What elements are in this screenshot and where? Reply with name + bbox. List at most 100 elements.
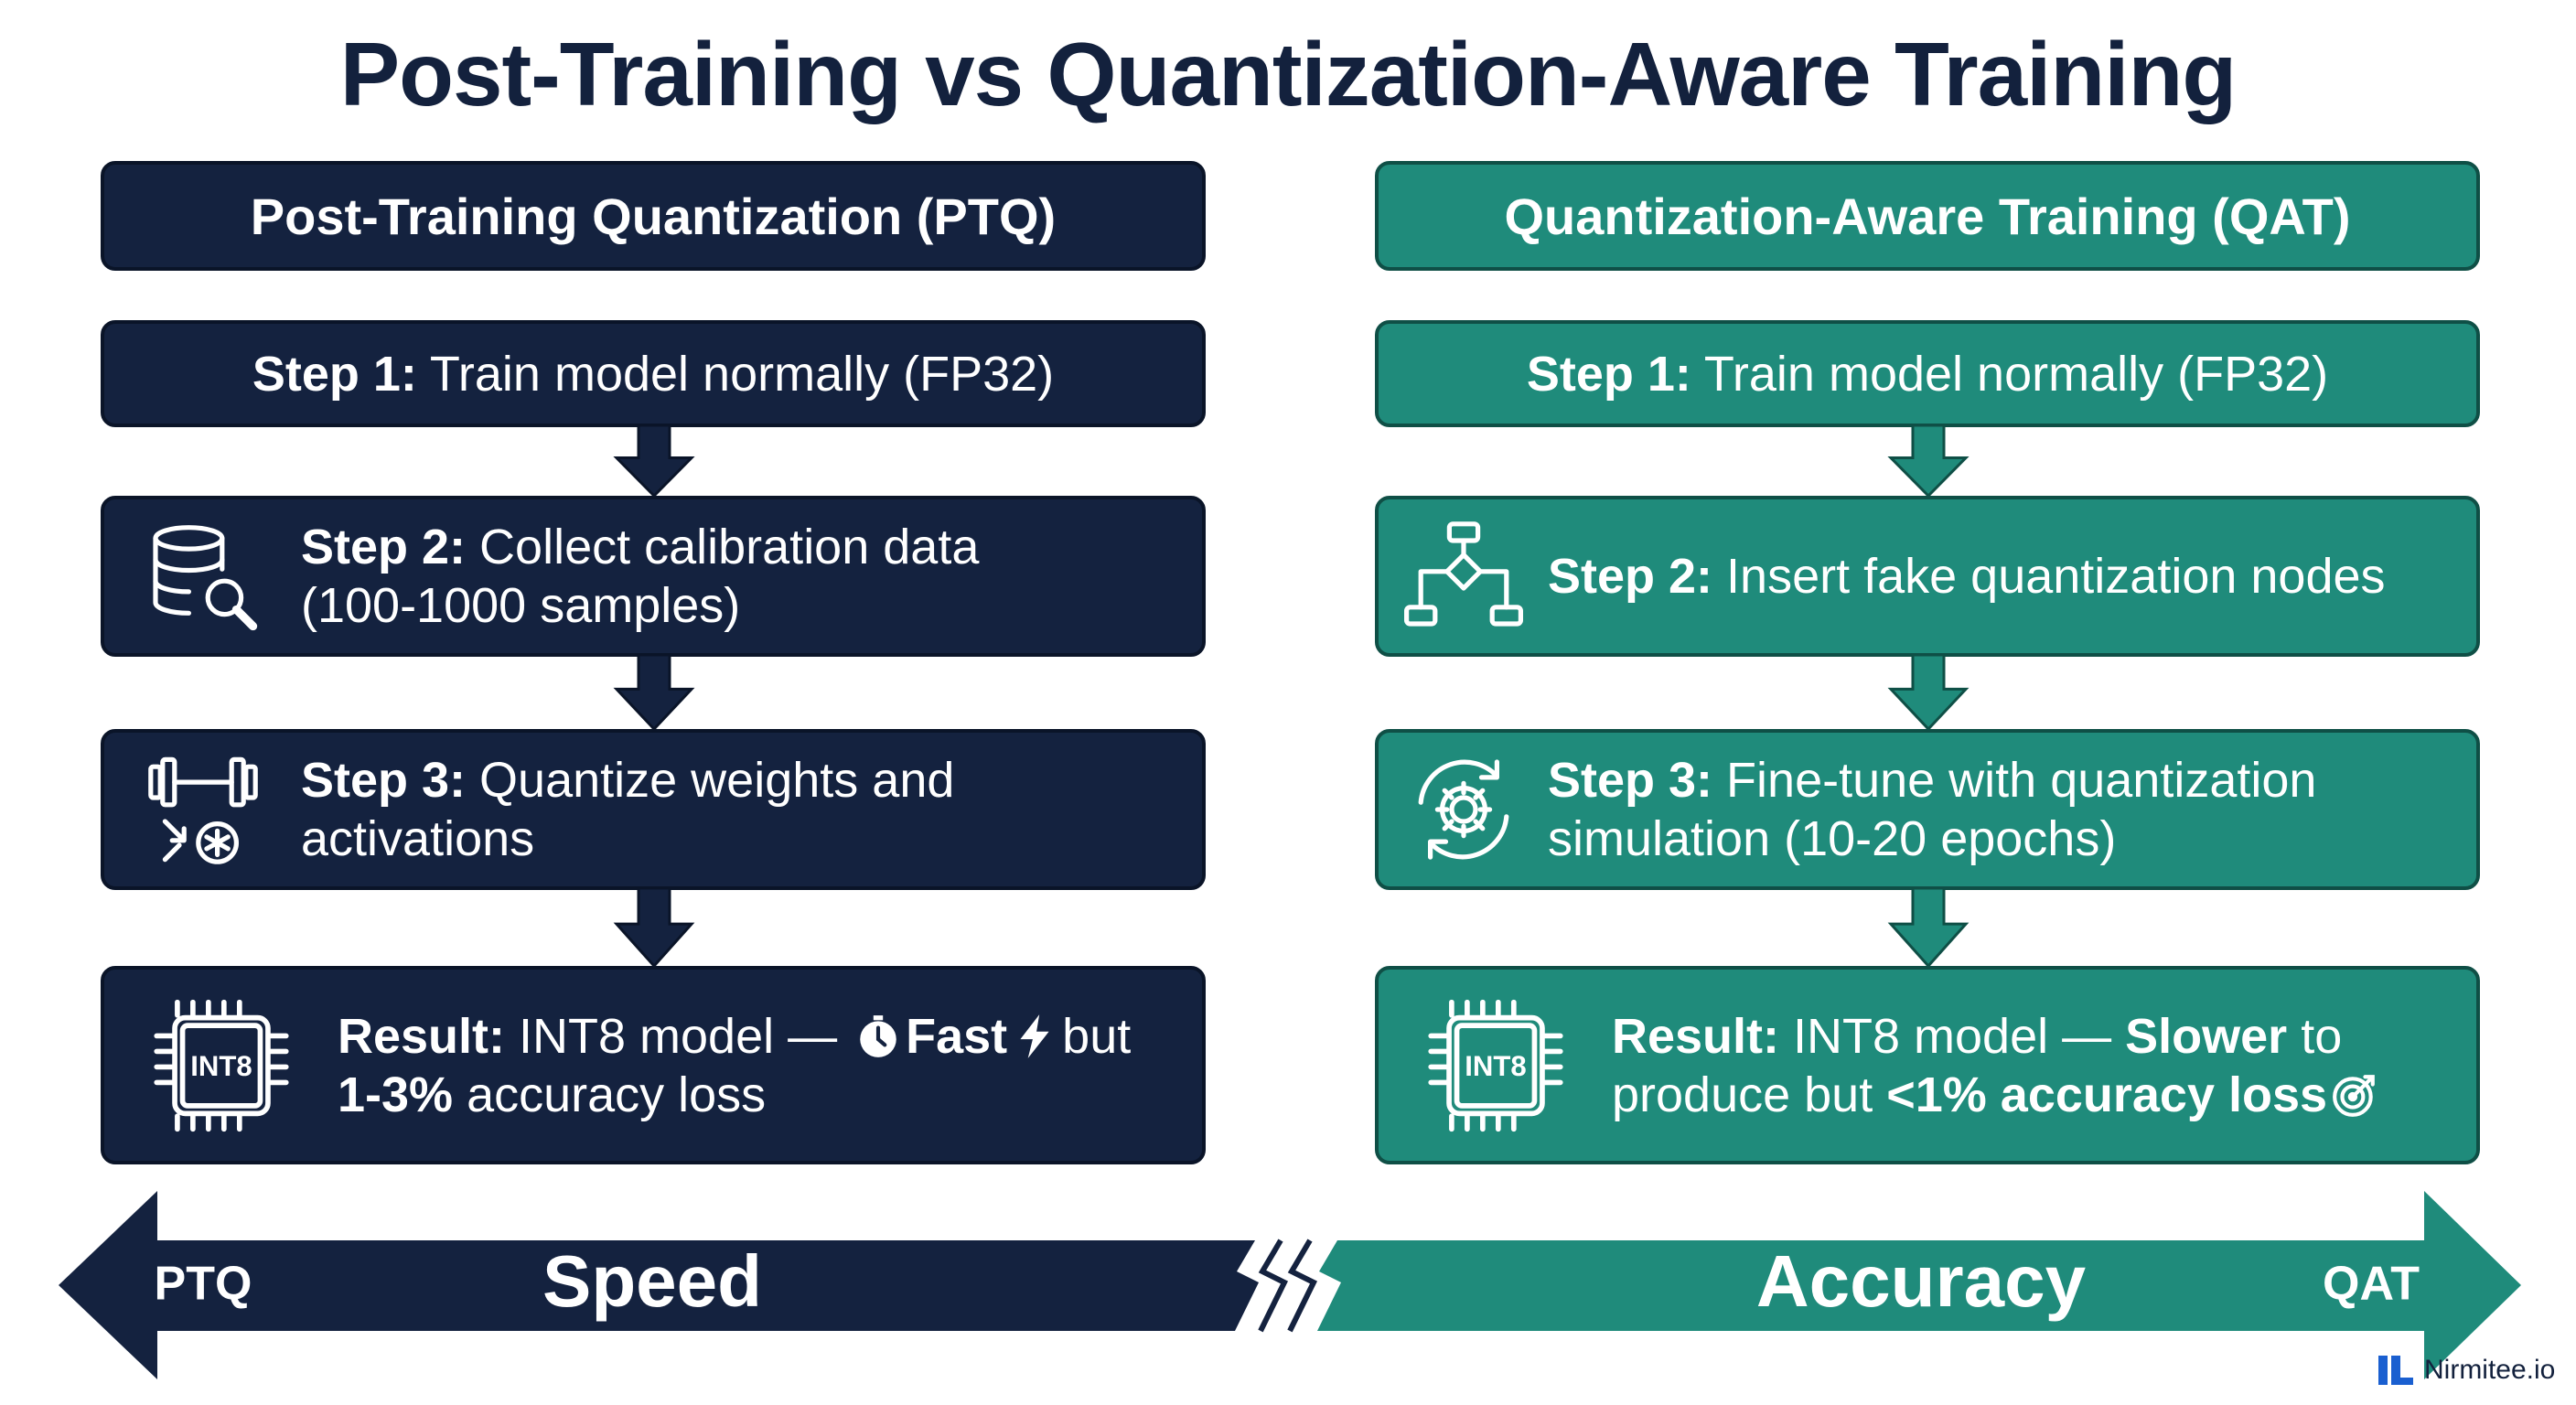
text-segment: (100-1000 samples) xyxy=(301,578,741,633)
step-text: Step 2: Collect calibration data (100-100… xyxy=(301,518,979,635)
flow-arrow xyxy=(613,425,695,498)
weights-icon xyxy=(147,756,258,864)
text-segment: Slower xyxy=(2125,1008,2288,1064)
text-segment: Step 2: xyxy=(301,520,467,574)
accuracy-label: Accuracy xyxy=(1756,1240,2087,1322)
text-segment: INT8 model — xyxy=(505,1008,852,1064)
weights-icon-part xyxy=(203,828,231,857)
database-icon-part xyxy=(152,535,191,616)
text-line: Step 2: Collect calibration data xyxy=(301,518,979,576)
flow-arrow xyxy=(613,888,695,968)
text-segment: Step 1: xyxy=(252,346,417,402)
stopwatch-icon-part xyxy=(873,1014,884,1020)
weights-icon-part xyxy=(147,764,163,800)
flow-arrow-part xyxy=(613,888,695,968)
inline-icon xyxy=(854,1013,902,1060)
text-segment: Step 1: xyxy=(1526,346,1691,402)
flow-icon-part xyxy=(1403,521,1523,627)
flow-arrow-part xyxy=(613,425,695,498)
step-text: Step 2: Insert fake quantization nodes xyxy=(1548,547,2386,606)
weights-icon-part xyxy=(162,842,182,863)
step-text: Step 1: Train model normally (FP32) xyxy=(1379,345,2476,403)
flow-arrow-part xyxy=(1887,425,1970,498)
break-mark xyxy=(1287,1239,1318,1333)
database-icon xyxy=(152,525,257,631)
text-segment: Fine-tune with quantization xyxy=(1712,753,2317,808)
chip-label: INT8 xyxy=(190,1050,252,1082)
text-segment: to xyxy=(2287,1008,2343,1064)
chip-icon: INT8 xyxy=(1427,999,1563,1132)
flow-icon-part xyxy=(1489,605,1523,627)
speed-label: Speed xyxy=(542,1240,762,1322)
icon-slot xyxy=(104,750,301,869)
logo-mark xyxy=(2378,1356,2413,1385)
icon-slot: INT8 xyxy=(1379,997,1612,1134)
cycle-icon-part xyxy=(1427,839,1448,860)
flow-icon-part xyxy=(1418,569,1508,610)
qat-label: QAT xyxy=(2323,1258,2420,1311)
text-line: Step 3: Fine-tune with quantization xyxy=(1548,751,2316,810)
title: Post-Training vs Quantization-Aware Trai… xyxy=(339,24,2237,124)
text-segment: Step 3: xyxy=(301,753,467,808)
chip-icon-part xyxy=(1454,1022,1537,1109)
stopwatch-icon-part xyxy=(876,1025,887,1046)
text-segment: Train model normally (FP32) xyxy=(1690,346,2329,402)
text-segment: Train model normally (FP32) xyxy=(416,346,1055,402)
cycle-icon-part xyxy=(1418,759,1499,805)
cycle-icon-part xyxy=(1439,786,1487,833)
target-icon-part xyxy=(2333,1076,2373,1117)
text-line: produce but <1% accuracy loss xyxy=(1612,1066,2382,1124)
flow-icon-part xyxy=(1403,605,1437,627)
weights-icon-part xyxy=(195,821,239,864)
step-text: Step 3: Fine-tune with quantization simul… xyxy=(1548,751,2316,868)
database-icon-part xyxy=(205,578,243,617)
cycle-icon-part xyxy=(1478,759,1499,780)
chip-icon-part xyxy=(171,1014,271,1116)
step-box: Step 3: Fine-tune with quantization simul… xyxy=(1375,729,2480,890)
text-line: simulation (10-20 epochs) xyxy=(1548,810,2316,868)
bolt-icon-part xyxy=(1020,1014,1049,1058)
weights-icon-part xyxy=(242,764,258,800)
step-box: Step 2: Collect calibration data (100-100… xyxy=(101,496,1206,657)
weights-icon-part xyxy=(162,819,187,843)
chip-label: INT8 xyxy=(1465,1050,1526,1082)
target-icon-part xyxy=(2340,1084,2366,1110)
text-segment: Quantize weights and xyxy=(466,753,955,808)
logo-shape xyxy=(2378,1356,2388,1385)
text-segment: Fast xyxy=(906,1008,1008,1064)
result-box: INT8 Result: INT8 model — Fast but 1-3% acc… xyxy=(101,966,1206,1164)
flow-arrow xyxy=(613,655,695,731)
break-mark xyxy=(1258,1239,1289,1333)
logo-shape xyxy=(2391,1378,2413,1385)
chip-icon-part xyxy=(179,1022,263,1109)
text-segment: INT8 model — xyxy=(1779,1008,2126,1064)
text-segment: Result: xyxy=(1612,1008,1780,1064)
database-icon-part xyxy=(152,557,224,574)
database-icon-part xyxy=(152,578,191,595)
chip-icon: INT8 xyxy=(153,999,289,1132)
chip-icon-part xyxy=(1427,999,1563,1132)
text-line: Step 1: Train model normally (FP32) xyxy=(104,345,1202,403)
column-header: Post-Training Quantization (PTQ) xyxy=(101,161,1206,271)
text-segment: activations xyxy=(301,811,535,866)
flow-icon xyxy=(1403,521,1523,627)
text-line: (100-1000 samples) xyxy=(301,576,979,635)
text-segment: but xyxy=(1062,1008,1132,1064)
step-text: Step 3: Quantize weights and activations xyxy=(301,751,954,868)
inline-icon xyxy=(2331,1071,2378,1119)
inline-icon xyxy=(1011,1013,1058,1060)
text-line: Step 2: Insert fake quantization nodes xyxy=(1548,547,2386,606)
accuracy-arrow xyxy=(1317,1191,2521,1379)
step-box: Step 1: Train model normally (FP32) xyxy=(101,320,1206,427)
flow-icon-part xyxy=(1444,552,1483,591)
step-text: Step 1: Train model normally (FP32) xyxy=(104,345,1202,403)
speed-arrow xyxy=(59,1191,1259,1379)
text-line: Step 3: Quantize weights and xyxy=(301,751,954,810)
weights-icon-part xyxy=(147,756,258,864)
cycle-icon-part xyxy=(1434,780,1492,839)
logo-text: Nirmitee.io xyxy=(2424,1355,2556,1385)
cycle-icon-part xyxy=(1427,814,1508,860)
flow-arrow xyxy=(1887,425,1970,498)
text-segment: accuracy loss xyxy=(453,1067,767,1122)
